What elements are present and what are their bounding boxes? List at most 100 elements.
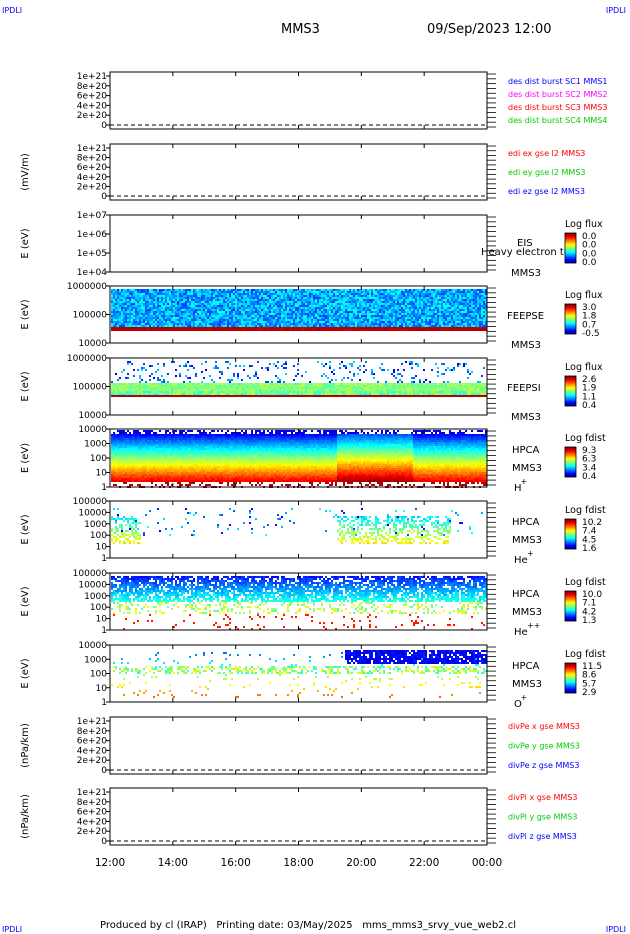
colorbar-tick-label: 1.1 [582, 392, 596, 402]
y-tick-label: 1e+21 [77, 72, 107, 82]
colorbar-title: Log flux [565, 290, 603, 301]
colorbar-tick-label: 11.5 [582, 662, 602, 672]
y-tick-label: 6e+20 [77, 808, 108, 818]
legend-entry: des dist burst SC1 MMS1 [508, 77, 607, 86]
x-tick-label: 22:00 [409, 857, 439, 869]
y-tick-label: 1e+04 [77, 268, 108, 278]
colorbar-tick-label: 1.8 [582, 312, 597, 322]
species-charge: ++ [527, 621, 540, 630]
x-tick-label: 00:00 [472, 857, 502, 869]
colorbar-tick-label: 0.0 [582, 258, 597, 268]
instrument-label: HPCA [512, 661, 540, 672]
y-tick-label: 1 [101, 483, 107, 493]
y-tick-label: 100 [90, 670, 107, 680]
y-tick-label: 2e+20 [77, 111, 108, 121]
y-tick-label: 10000 [78, 508, 107, 518]
spectrogram-cells [111, 508, 483, 544]
y-tick-label: 10 [96, 684, 108, 694]
species-label: O [514, 699, 522, 710]
y-axis-label: E (eV) [20, 658, 31, 688]
colorbar-frame [564, 662, 577, 694]
y-tick-label: 0 [101, 837, 107, 847]
y-tick-label: 6e+20 [77, 163, 108, 173]
y-tick-label: 100 [90, 531, 107, 541]
y-tick-label: 1e+05 [77, 249, 107, 259]
spectrogram-cells [111, 430, 487, 488]
instrument-label: EIS [517, 238, 533, 249]
y-tick-label: 1 [101, 554, 107, 564]
species-charge: + [521, 477, 528, 486]
y-tick-label: 100000 [73, 497, 108, 507]
species-label: He [514, 627, 528, 638]
instrument-label: HPCA [512, 445, 540, 456]
x-tick-label: 12:00 [95, 857, 125, 869]
colorbar-tick-label: 4.2 [582, 607, 596, 617]
y-tick-label: 1 [101, 698, 107, 708]
species-label: He [514, 555, 528, 566]
panel-frame [109, 787, 488, 846]
panel-frame [109, 716, 488, 775]
y-tick-label: 1000 [84, 520, 107, 530]
y-tick-label: 10000 [78, 580, 107, 590]
y-tick-label: 100000 [73, 311, 108, 321]
colorbar-tick-label: 7.1 [582, 599, 596, 609]
colorbar-tick-label: 2.9 [582, 688, 597, 698]
colorbar [565, 519, 576, 550]
colorbar [565, 591, 576, 622]
legend-entry: des dist burst SC3 MMS3 [508, 103, 607, 112]
corner-br: IPDLI [605, 925, 626, 934]
y-tick-label: 100 [90, 454, 107, 464]
spacecraft-label: MMS3 [511, 340, 541, 351]
colorbar-tick-label: 1.6 [582, 544, 597, 554]
y-axis-label: E (eV) [20, 443, 31, 473]
spacecraft-label: MMS3 [512, 535, 542, 546]
colorbar-tick-label: 4.5 [582, 535, 596, 545]
colorbar-title: Log fdist [565, 649, 606, 660]
colorbar-title: Log fdist [565, 505, 606, 516]
y-tick-label: 4e+20 [77, 173, 108, 183]
colorbar-frame [564, 232, 577, 264]
instrument-label: FEEPSI [507, 383, 541, 394]
y-axis-label: E (eV) [20, 299, 31, 329]
y-axis-label: E (eV) [20, 371, 31, 401]
y-tick-label: 0 [101, 121, 107, 131]
legend-entry: des dist burst SC4 MMS4 [508, 116, 607, 125]
y-tick-label: 1e+06 [77, 230, 108, 240]
spacecraft-label: MMS3 [511, 412, 541, 423]
panel-frame [109, 71, 488, 130]
colorbar-title: Log flux [565, 362, 603, 373]
header-spacecraft: MMS3 [281, 22, 320, 37]
legend-entry: divPe y gse MMS3 [508, 742, 580, 751]
colorbar-tick-label: 0.0 [582, 249, 597, 259]
colorbar-tick-label: 8.6 [582, 671, 597, 681]
y-axis-label: E (eV) [20, 586, 31, 616]
colorbar-tick-label: 6.3 [582, 455, 596, 465]
colorbar-tick-label: 10.0 [582, 590, 602, 600]
colorbar-frame [564, 518, 577, 550]
spacecraft-label: MMS3 [511, 268, 541, 279]
y-tick-label: 1000 [84, 440, 107, 450]
spectrogram-cells [111, 289, 487, 331]
header-datetime: 09/Sep/2023 12:00 [427, 22, 552, 37]
spacecraft-label: MMS3 [512, 679, 542, 690]
colorbar-tick-label: 0.0 [582, 232, 597, 242]
y-tick-label: 10000 [78, 411, 107, 421]
colorbar-tick-label: 3.0 [582, 303, 597, 313]
y-tick-label: 1000 [84, 592, 107, 602]
colorbar-frame [564, 375, 577, 407]
legend-entry: des dist burst SC2 MMS2 [508, 90, 607, 99]
y-axis-label: E (eV) [20, 514, 31, 544]
y-tick-label: 1000000 [67, 354, 107, 364]
colorbar-tick-label: 0.4 [582, 401, 597, 411]
footer: Produced by cl (IRAP) Printing date: 03/… [100, 920, 517, 931]
spacecraft-label: MMS3 [512, 463, 542, 474]
instrument-label: HPCA [512, 589, 540, 600]
y-axis-label: (mV/m) [20, 153, 31, 191]
corner-bl: IPDLI [2, 925, 23, 934]
colorbar [565, 663, 576, 694]
corner-tr: IPDLI [605, 6, 626, 15]
y-tick-label: 4e+20 [77, 101, 108, 111]
corner-tl: IPDLI [2, 6, 23, 15]
colorbar-tick-label: 1.9 [582, 384, 597, 394]
